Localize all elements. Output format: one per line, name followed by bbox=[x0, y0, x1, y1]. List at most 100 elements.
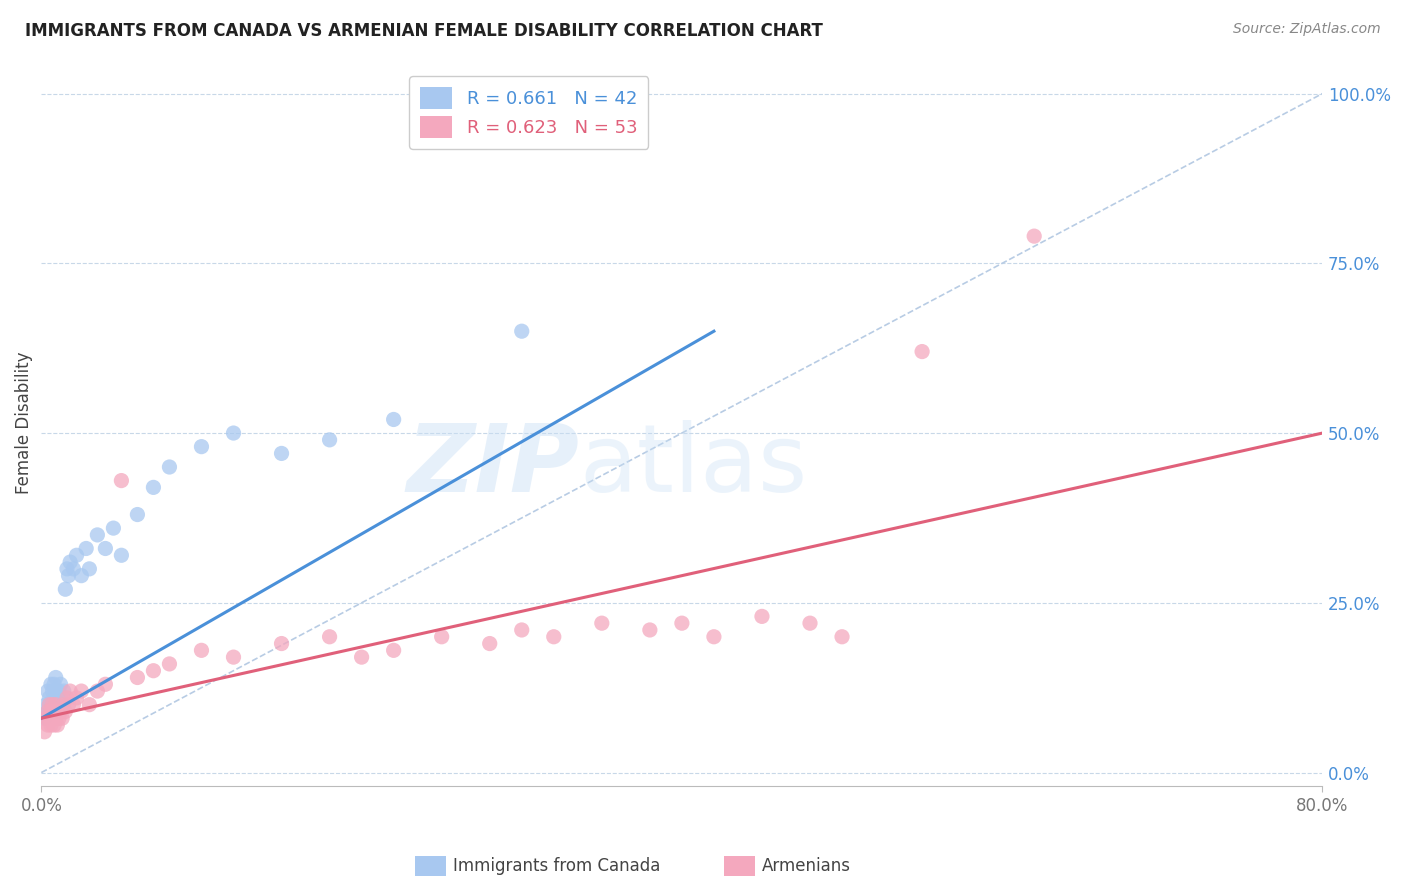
Point bbox=[159, 460, 181, 475]
Text: ZIP: ZIP bbox=[406, 420, 579, 513]
Point bbox=[44, 705, 66, 719]
Point bbox=[75, 541, 97, 556]
Point bbox=[48, 684, 70, 698]
Point bbox=[70, 568, 93, 582]
Point bbox=[65, 549, 87, 563]
Point bbox=[110, 549, 132, 563]
Point bbox=[831, 630, 853, 644]
Point bbox=[38, 698, 60, 712]
Point bbox=[38, 711, 60, 725]
Point bbox=[45, 698, 67, 712]
Point bbox=[318, 630, 340, 644]
Point bbox=[318, 433, 340, 447]
Point bbox=[382, 412, 405, 426]
Point bbox=[350, 650, 373, 665]
Point bbox=[65, 690, 87, 705]
Legend: R = 0.661   N = 42, R = 0.623   N = 53: R = 0.661 N = 42, R = 0.623 N = 53 bbox=[409, 76, 648, 149]
Point bbox=[58, 568, 80, 582]
Point bbox=[37, 705, 59, 719]
Point bbox=[70, 684, 93, 698]
Point bbox=[45, 711, 67, 725]
Point bbox=[35, 698, 58, 712]
Point bbox=[79, 698, 101, 712]
Point bbox=[44, 690, 66, 705]
Point bbox=[911, 344, 934, 359]
Point bbox=[37, 684, 59, 698]
Point bbox=[270, 636, 292, 650]
Point bbox=[94, 541, 117, 556]
Text: Armenians: Armenians bbox=[762, 857, 851, 875]
Text: Source: ZipAtlas.com: Source: ZipAtlas.com bbox=[1233, 22, 1381, 37]
Point bbox=[59, 555, 82, 569]
Point bbox=[44, 677, 66, 691]
Point bbox=[46, 718, 69, 732]
Point bbox=[79, 562, 101, 576]
Point bbox=[51, 698, 73, 712]
Point bbox=[41, 684, 63, 698]
Point bbox=[34, 724, 56, 739]
Point bbox=[382, 643, 405, 657]
Point bbox=[46, 705, 69, 719]
Point bbox=[638, 623, 661, 637]
Point bbox=[62, 698, 84, 712]
Point bbox=[39, 705, 62, 719]
Point bbox=[39, 718, 62, 732]
Point bbox=[58, 698, 80, 712]
Point bbox=[190, 440, 212, 454]
Point bbox=[1024, 229, 1046, 244]
Point bbox=[41, 698, 63, 712]
Point bbox=[44, 718, 66, 732]
Point bbox=[38, 698, 60, 712]
Point bbox=[510, 623, 533, 637]
Point bbox=[510, 324, 533, 338]
Point bbox=[53, 705, 76, 719]
Point bbox=[41, 711, 63, 725]
Point bbox=[159, 657, 181, 671]
Point bbox=[46, 690, 69, 705]
Point bbox=[703, 630, 725, 644]
Point bbox=[41, 698, 63, 712]
Point bbox=[48, 711, 70, 725]
Point bbox=[751, 609, 773, 624]
Point bbox=[103, 521, 125, 535]
Point bbox=[62, 562, 84, 576]
Text: atlas: atlas bbox=[579, 420, 807, 513]
Point bbox=[671, 616, 693, 631]
Point bbox=[56, 562, 79, 576]
Point bbox=[46, 705, 69, 719]
Point bbox=[56, 690, 79, 705]
Point bbox=[110, 474, 132, 488]
Y-axis label: Female Disability: Female Disability bbox=[15, 351, 32, 494]
Point bbox=[222, 650, 245, 665]
Point bbox=[35, 711, 58, 725]
Point bbox=[37, 705, 59, 719]
Point bbox=[127, 508, 149, 522]
Point bbox=[142, 664, 165, 678]
Point bbox=[52, 684, 75, 698]
Point bbox=[45, 698, 67, 712]
Point bbox=[430, 630, 453, 644]
Point bbox=[51, 711, 73, 725]
Point bbox=[190, 643, 212, 657]
Point bbox=[59, 684, 82, 698]
Point bbox=[478, 636, 501, 650]
Point bbox=[799, 616, 821, 631]
Point bbox=[52, 698, 75, 712]
Text: IMMIGRANTS FROM CANADA VS ARMENIAN FEMALE DISABILITY CORRELATION CHART: IMMIGRANTS FROM CANADA VS ARMENIAN FEMAL… bbox=[25, 22, 823, 40]
Point bbox=[222, 425, 245, 440]
Point bbox=[543, 630, 565, 644]
Point bbox=[49, 705, 72, 719]
Point bbox=[270, 446, 292, 460]
Point bbox=[142, 480, 165, 494]
Point bbox=[591, 616, 613, 631]
Point bbox=[34, 711, 56, 725]
Point bbox=[49, 677, 72, 691]
Point bbox=[94, 677, 117, 691]
Point bbox=[86, 684, 108, 698]
Point bbox=[39, 705, 62, 719]
Point bbox=[38, 690, 60, 705]
Point bbox=[127, 671, 149, 685]
Point bbox=[39, 677, 62, 691]
Point bbox=[53, 582, 76, 597]
Text: Immigrants from Canada: Immigrants from Canada bbox=[453, 857, 659, 875]
